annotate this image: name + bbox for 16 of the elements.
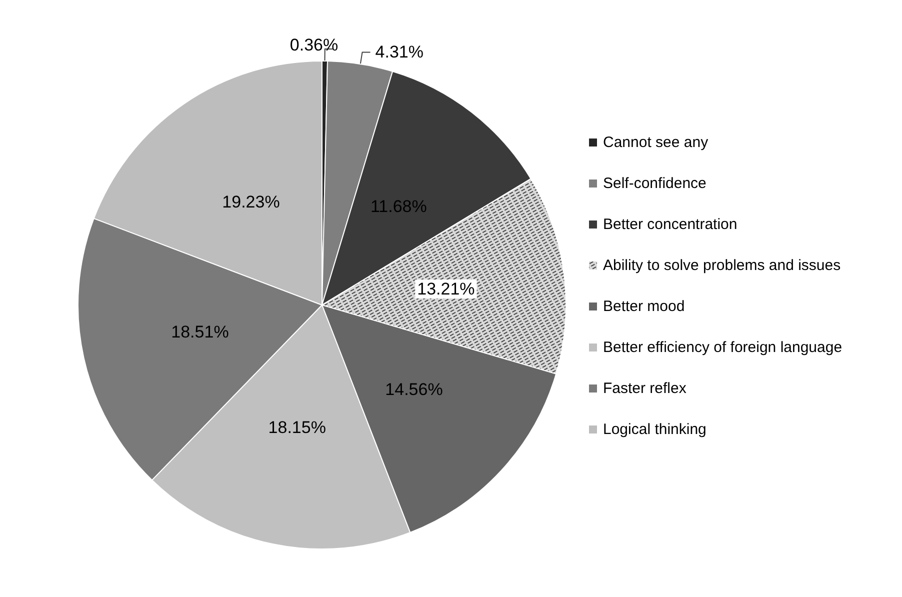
data-label: 13.21% [417, 279, 475, 298]
legend-label: Logical thinking [603, 421, 706, 438]
data-label: 18.51% [171, 322, 229, 342]
legend-label: Faster reflex [603, 380, 687, 397]
data-label: 4.31% [375, 42, 424, 62]
legend-label: Better mood [603, 298, 685, 315]
legend-label: Ability to solve problems and issues [603, 257, 841, 274]
data-label: 11.68% [370, 196, 427, 216]
data-label: 19.23% [222, 192, 280, 212]
data-label: 14.56% [385, 380, 443, 400]
legend-label: Better efficiency of foreign language [603, 339, 842, 356]
data-label: 18.15% [268, 418, 326, 437]
legend-label: Self-confidence [603, 175, 706, 192]
legend-label: Better concentration [603, 216, 738, 233]
legend-label: Cannot see any [603, 134, 709, 151]
data-label: 0.36% [290, 36, 338, 55]
